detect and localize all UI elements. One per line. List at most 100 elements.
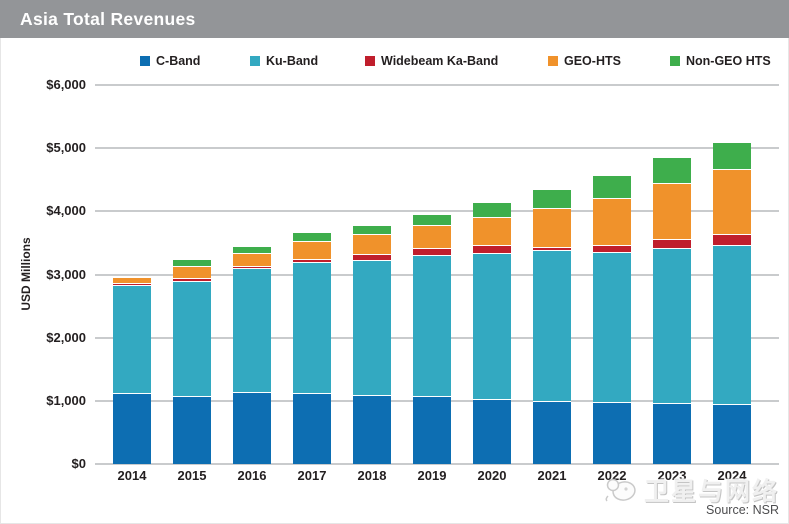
segment-separator bbox=[593, 198, 631, 200]
segment-separator bbox=[713, 168, 751, 170]
segment-separator bbox=[413, 248, 451, 250]
bar-segment-c-band bbox=[293, 393, 331, 464]
segment-separator bbox=[113, 283, 151, 285]
segment-separator bbox=[353, 395, 391, 397]
bar-segment-c-band bbox=[713, 404, 751, 464]
segment-separator bbox=[653, 182, 691, 184]
segment-separator bbox=[353, 254, 391, 256]
segment-separator bbox=[713, 403, 751, 405]
x-tick-label-2022: 2022 bbox=[597, 468, 627, 483]
chart-title: Asia Total Revenues bbox=[20, 9, 196, 29]
x-tick-label-2017: 2017 bbox=[297, 468, 327, 483]
segment-separator bbox=[173, 265, 211, 267]
segment-separator bbox=[533, 250, 571, 252]
bar-segment-ku-band bbox=[653, 248, 691, 404]
bar-2018 bbox=[353, 225, 391, 464]
bar-segment-widebeam-ka-band bbox=[233, 266, 271, 270]
bar-segment-widebeam-ka-band bbox=[533, 247, 571, 252]
x-tick-label-2021: 2021 bbox=[537, 468, 567, 483]
x-tick-label-2020: 2020 bbox=[477, 468, 507, 483]
x-tick-label-2015: 2015 bbox=[177, 468, 207, 483]
segment-separator bbox=[473, 398, 511, 400]
segment-separator bbox=[293, 240, 331, 242]
bar-segment-geo-hts bbox=[173, 266, 211, 279]
legend-swatch-geo-hts bbox=[548, 56, 558, 66]
segment-separator bbox=[173, 281, 211, 283]
bar-segment-ku-band bbox=[353, 261, 391, 397]
segment-separator bbox=[593, 402, 631, 404]
bar-segment-non-geo-hts bbox=[293, 232, 331, 242]
bar-segment-c-band bbox=[653, 404, 691, 464]
bar-segment-widebeam-ka-band bbox=[593, 246, 631, 253]
y-tick-label: $3,000 bbox=[46, 266, 86, 282]
source-note: Source: NSR bbox=[706, 503, 779, 517]
y-tick-label: $4,000 bbox=[46, 203, 86, 219]
bar-segment-c-band bbox=[233, 393, 271, 464]
gridline bbox=[95, 84, 779, 86]
segment-separator bbox=[533, 401, 571, 403]
segment-separator bbox=[413, 396, 451, 398]
y-tick-label: $1,000 bbox=[46, 392, 86, 408]
legend-label: Widebeam Ka-Band bbox=[381, 54, 499, 68]
bar-segment-ku-band bbox=[233, 269, 271, 394]
legend-item-c-band: C-Band bbox=[140, 53, 200, 69]
bar-2020 bbox=[473, 203, 511, 464]
bar-segment-ku-band bbox=[533, 251, 571, 403]
bar-segment-ku-band bbox=[173, 282, 211, 398]
bar-2023 bbox=[653, 158, 691, 464]
bar-2019 bbox=[413, 215, 451, 464]
legend-swatch-widebeam-ka-band bbox=[365, 56, 375, 66]
bar-2017 bbox=[293, 232, 331, 464]
bar-segment-non-geo-hts bbox=[713, 143, 751, 170]
segment-separator bbox=[113, 284, 151, 286]
bar-segment-c-band bbox=[593, 403, 631, 464]
satellite-cartoon-icon bbox=[605, 478, 636, 502]
segment-separator bbox=[413, 255, 451, 257]
segment-separator bbox=[473, 245, 511, 247]
bar-segment-widebeam-ka-band bbox=[473, 246, 511, 255]
segment-separator bbox=[533, 207, 571, 209]
segment-separator bbox=[653, 247, 691, 249]
legend-label: C-Band bbox=[156, 54, 201, 68]
segment-separator bbox=[233, 392, 271, 394]
bar-2016 bbox=[233, 246, 271, 464]
bar-segment-widebeam-ka-band bbox=[653, 239, 691, 249]
x-tick-label-2023: 2023 bbox=[657, 468, 687, 483]
bar-segment-widebeam-ka-band bbox=[413, 249, 451, 257]
segment-separator bbox=[233, 265, 271, 267]
legend-swatch-c-band bbox=[140, 56, 150, 66]
bar-2021 bbox=[533, 190, 571, 464]
y-tick-label: $5,000 bbox=[46, 140, 86, 156]
legend-item-geo-hts: GEO-HTS bbox=[548, 53, 621, 69]
segment-separator bbox=[473, 217, 511, 219]
bar-segment-non-geo-hts bbox=[353, 225, 391, 236]
segment-separator bbox=[173, 277, 211, 279]
segment-separator bbox=[653, 238, 691, 240]
gridline bbox=[95, 147, 779, 150]
y-tick-label: $2,000 bbox=[46, 329, 86, 345]
segment-separator bbox=[353, 260, 391, 262]
bar-segment-widebeam-ka-band bbox=[293, 259, 331, 263]
bar-segment-widebeam-ka-band bbox=[353, 255, 391, 262]
y-tick-label: $6,000 bbox=[46, 77, 86, 92]
segment-separator bbox=[533, 246, 571, 248]
bar-segment-geo-hts bbox=[653, 183, 691, 240]
bar-segment-c-band bbox=[113, 393, 151, 464]
bar-segment-c-band bbox=[353, 396, 391, 464]
bar-segment-ku-band bbox=[413, 256, 451, 398]
bar-segment-ku-band bbox=[473, 254, 511, 400]
bar-segment-ku-band bbox=[293, 262, 331, 394]
gridline bbox=[95, 210, 779, 213]
legend-swatch-non-geo-hts bbox=[670, 56, 680, 66]
x-tick-label-2019: 2019 bbox=[417, 468, 447, 483]
bar-segment-geo-hts bbox=[233, 254, 271, 267]
legend-label: GEO-HTS bbox=[564, 54, 621, 68]
segment-separator bbox=[233, 268, 271, 270]
bar-segment-c-band bbox=[533, 402, 571, 464]
bar-2024 bbox=[713, 143, 751, 464]
bar-segment-non-geo-hts bbox=[173, 260, 211, 267]
bar-segment-geo-hts bbox=[713, 169, 751, 236]
bar-segment-non-geo-hts bbox=[413, 215, 451, 226]
segment-separator bbox=[473, 253, 511, 255]
